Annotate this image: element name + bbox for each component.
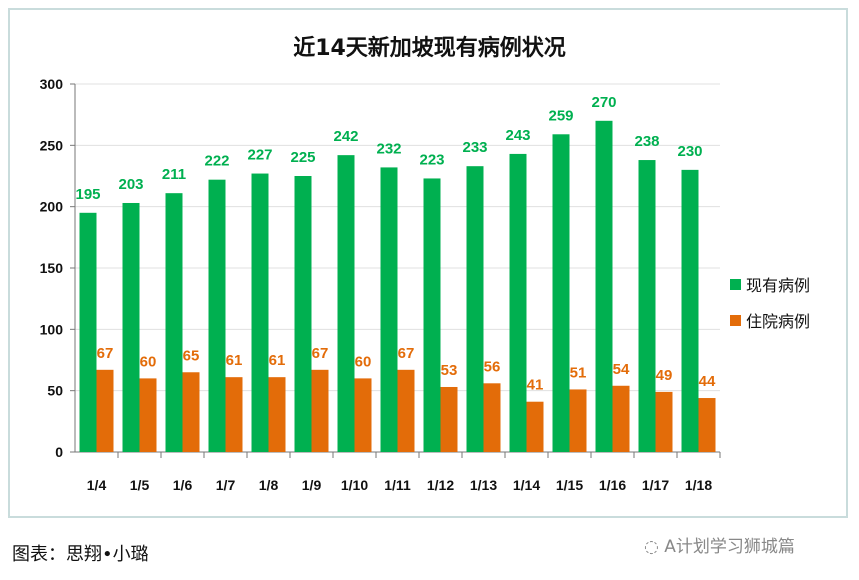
x-tick-label: 1/7 [216,477,236,493]
bar-hospital [612,385,630,452]
bar-current [294,176,312,452]
data-label: 51 [570,364,587,381]
x-tick-label: 1/12 [427,477,454,493]
x-tick-label: 1/11 [384,477,411,493]
data-label: 211 [162,166,186,183]
data-label: 61 [269,352,286,369]
data-label: 67 [97,345,114,362]
data-label: 60 [355,353,372,370]
data-label: 238 [634,133,659,150]
x-tick-label: 1/4 [87,477,107,493]
x-tick-label: 1/13 [470,477,497,493]
data-label: 53 [441,362,458,379]
bar-current [79,212,97,452]
data-label: 270 [591,94,616,111]
bar-current [380,167,398,452]
x-tick-label: 1/5 [130,477,150,493]
data-label: 67 [398,345,415,362]
bar-hospital [96,369,114,452]
bar-hospital [397,369,415,452]
data-label: 65 [183,347,200,364]
data-label: 41 [527,377,544,394]
data-label: 233 [462,139,487,156]
bar-current [466,166,484,453]
legend: 现有病例 住院病例 [730,266,810,338]
x-tick-label: 1/6 [173,477,193,493]
y-tick-label: 200 [40,199,64,215]
bar-current [638,160,656,452]
data-label: 203 [118,176,143,193]
y-tick-label: 250 [40,137,64,153]
y-tick-label: 300 [40,76,64,92]
bar-hospital [354,378,372,452]
legend-swatch [730,314,741,326]
bar-hospital [225,377,243,452]
legend-label: 现有病例 [746,276,811,295]
bar-hospital [698,398,716,452]
bar-current [595,120,613,453]
bar-current [251,173,269,452]
watermark-text: A计划学习狮城篇 [664,537,795,557]
y-tick-label: 0 [55,444,63,460]
data-label: 230 [677,143,702,160]
data-label: 222 [204,153,229,170]
bar-current [509,153,527,453]
caption: 图表：思翔•小璐 [12,544,149,565]
data-label: 54 [613,361,630,378]
data-label: 49 [656,367,673,384]
wechat-icon: ◌ [644,537,665,557]
bar-current [337,155,355,452]
legend-item-hospital: 住院病例 [730,302,810,338]
legend-swatch [730,278,741,290]
legend-label: 住院病例 [746,312,811,331]
data-label: 225 [290,149,315,166]
data-label: 44 [699,373,716,390]
data-label: 60 [140,353,157,370]
bar-hospital [182,372,200,452]
data-label: 61 [226,352,243,369]
y-tick-label: 100 [40,321,64,337]
data-label: 227 [247,147,272,164]
data-label: 232 [376,140,401,157]
x-tick-label: 1/16 [599,477,626,493]
data-label: 259 [548,107,573,124]
bar-hospital [311,369,329,452]
bar-hospital [440,386,458,452]
bar-current [552,134,570,452]
x-tick-label: 1/9 [302,477,322,493]
bar-hospital [483,383,501,452]
data-label: 195 [75,186,100,203]
bar-current [165,193,183,452]
y-tick-label: 150 [40,260,64,276]
data-label: 242 [333,128,358,145]
x-tick-label: 1/15 [556,477,583,493]
bar-hospital [268,377,286,452]
y-tick-label: 50 [47,383,63,399]
bar-current [208,179,226,452]
data-label: 56 [484,358,501,375]
x-tick-label: 1/10 [341,477,368,493]
chart-title: 近14天新加坡现有病例状况 [293,36,566,61]
x-tick-label: 1/18 [685,477,712,493]
legend-item-current: 现有病例 [730,266,810,302]
bar-current [122,202,140,452]
bar-current [681,169,699,452]
x-tick-label: 1/8 [259,477,279,493]
data-label: 243 [505,127,530,144]
bar-hospital [526,401,544,452]
data-label: 223 [419,151,444,168]
data-label: 67 [312,345,329,362]
bar-hospital [139,378,157,452]
x-tick-label: 1/14 [513,477,540,493]
bar-current [423,178,441,452]
bar-chart: 0 50 100 150 200 250 300 1/4 195 67 1/5 203 60 1/6 211… [40,76,721,493]
x-tick-label: 1/17 [642,477,669,493]
watermark: ◌ A计划学习狮城篇 [644,532,795,557]
bar-hospital [655,391,673,452]
bar-hospital [569,389,587,452]
